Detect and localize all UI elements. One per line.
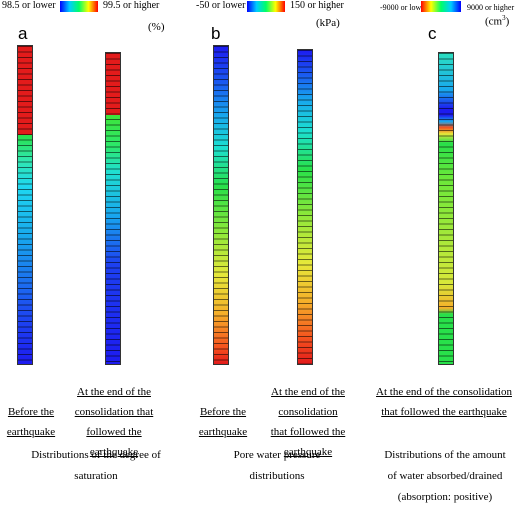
pressure-unit: (kPa) <box>316 17 340 29</box>
panel-b-letter: b <box>211 24 221 43</box>
water-min-label: -9000 or lower <box>380 3 428 12</box>
saturation-min-label: 98.5 or lower <box>2 0 56 11</box>
water-unit: (cm3) <box>485 14 510 28</box>
water-caption: Distributions of the amount of water abso… <box>384 449 506 503</box>
pressure-after-label: At the end of the consolidation that foll… <box>270 386 346 458</box>
saturation-max-label: 99.5 or higher <box>103 0 160 11</box>
pressure-before-column <box>213 45 229 365</box>
water-max-label: 9000 or higher <box>467 3 515 12</box>
saturation-after-label: At the end of the consolidation that foll… <box>74 386 154 458</box>
water-column-label: At the end of the consolidation that foll… <box>376 386 512 418</box>
pressure-caption: Pore water pressure distributions <box>233 449 321 482</box>
saturation-unit: (%) <box>148 21 165 33</box>
saturation-after-column <box>105 52 121 365</box>
saturation-caption: Distributions of the degree of saturation <box>31 449 161 482</box>
pressure-min-label: -50 or lower <box>196 0 246 11</box>
water-column <box>438 52 454 365</box>
water-colorbar <box>421 1 461 12</box>
saturation-before-label: Before the earthquake <box>6 406 56 438</box>
pressure-colorbar <box>247 1 285 12</box>
pressure-before-label: Before the earthquake <box>198 406 248 438</box>
saturation-colorbar <box>60 1 98 12</box>
pressure-after-column <box>297 49 313 365</box>
pressure-max-label: 150 or higher <box>290 0 344 11</box>
panel-c-letter: c <box>428 24 437 43</box>
saturation-before-column <box>17 45 33 365</box>
panel-a-letter: a <box>18 24 28 43</box>
